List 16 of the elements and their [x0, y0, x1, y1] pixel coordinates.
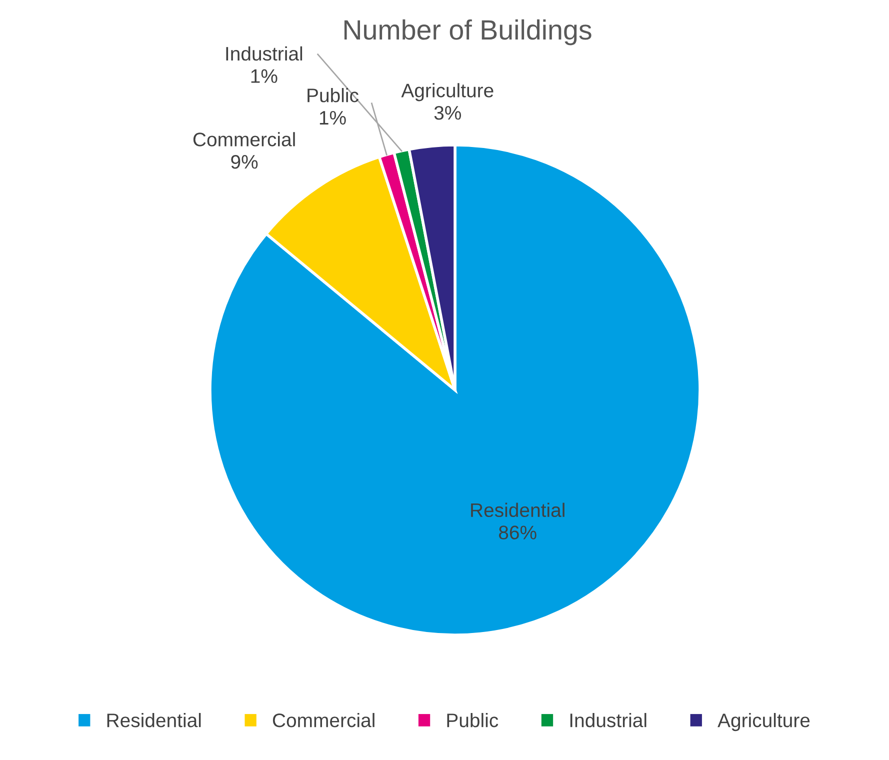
- data-label: 3%: [434, 106, 462, 120]
- legend-label: Industrial: [570, 712, 646, 728]
- legend-label: Agriculture: [718, 712, 810, 732]
- slice-label: Commercial: [193, 132, 295, 146]
- data-label: 86%: [498, 526, 536, 540]
- legend-label: Residential: [107, 712, 201, 728]
- data-label: 1%: [251, 69, 278, 83]
- data-label: 1%: [320, 110, 346, 125]
- data-label: 9%: [231, 154, 258, 169]
- slice-label: Residential: [471, 502, 564, 518]
- slice-label: Public: [308, 88, 358, 102]
- chart-title: Number of Buildings: [344, 19, 592, 46]
- slice-label: Agriculture: [401, 83, 494, 102]
- slice-label: Industrial: [226, 46, 302, 61]
- legend-label: Commercial: [272, 712, 374, 728]
- legend-label: Public: [447, 712, 498, 728]
